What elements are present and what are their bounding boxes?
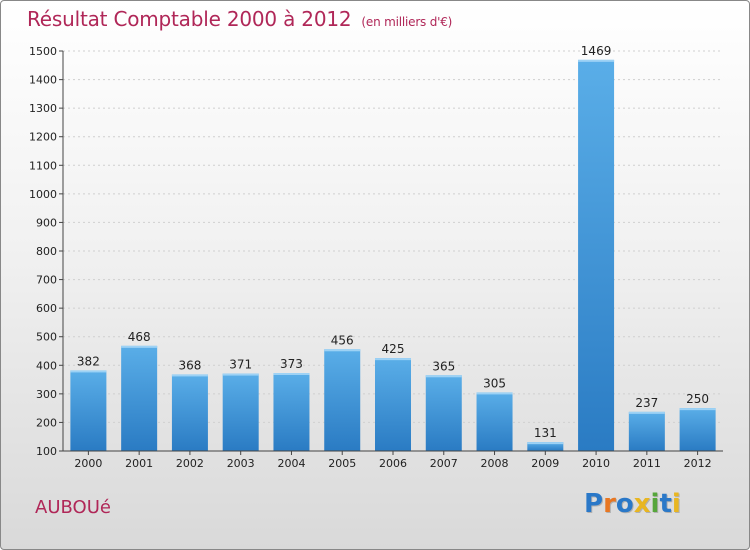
x-tick-label: 2000 (74, 457, 102, 470)
data-label: 371 (229, 358, 252, 372)
bar (70, 370, 107, 451)
data-label: 365 (432, 359, 455, 373)
y-tick-label: 1100 (29, 159, 57, 172)
bar (628, 411, 665, 451)
chart-title-text: Résultat Comptable 2000 à 2012 (27, 7, 352, 31)
data-label: 131 (534, 426, 557, 440)
x-axis: 2000 2001 2002 2003 2004 2005 2006 2007 2008 2009… (63, 450, 723, 470)
bar (324, 349, 361, 451)
bar (425, 375, 462, 451)
bar (171, 374, 208, 451)
x-tick-label: 2004 (277, 457, 305, 470)
logo-letter: P (584, 489, 604, 519)
y-tick-label: 200 (36, 416, 57, 429)
bar-top-highlight (273, 373, 310, 375)
y-tick-label: 300 (36, 388, 57, 401)
bar-top-highlight (70, 370, 107, 373)
x-tick-label: 2001 (125, 457, 153, 470)
chart-title: Résultat Comptable 2000 à 2012 (en millie… (27, 7, 452, 31)
data-label: 456 (331, 333, 354, 347)
y-tick-label: 900 (36, 216, 57, 229)
place-name: AUBOUé (35, 497, 111, 518)
bar (476, 392, 513, 451)
y-tick-label: 800 (36, 245, 57, 258)
bar-top-highlight (324, 349, 361, 352)
x-tick-label: 2002 (176, 457, 204, 470)
data-label: 468 (128, 330, 151, 344)
x-tick-label: 2006 (379, 457, 407, 470)
data-label: 368 (178, 358, 201, 372)
bar-top-highlight (476, 392, 513, 395)
logo-letter: o (615, 489, 634, 519)
bar-top-highlight (425, 375, 462, 378)
bar-top-highlight (679, 408, 716, 411)
bar-top-highlight (375, 358, 411, 361)
bar (679, 408, 716, 451)
data-label: 425 (382, 342, 405, 356)
y-tick-label: 400 (36, 359, 57, 372)
data-label: 237 (635, 396, 658, 410)
y-tick-label: 500 (36, 331, 57, 344)
bar-top-highlight (578, 59, 615, 62)
logo-letter: x (633, 489, 651, 519)
bar (578, 59, 615, 451)
x-tick-label: 2009 (531, 457, 559, 470)
x-tick-label: 2008 (481, 457, 509, 470)
bar-top-highlight (527, 442, 564, 445)
bar-top-highlight (171, 374, 208, 377)
x-tick-label: 2007 (430, 457, 458, 470)
bar-top-highlight (628, 411, 665, 414)
data-label: 305 (483, 376, 506, 390)
logo-letter: i (671, 489, 681, 519)
y-tick-label: 100 (36, 445, 57, 458)
bar (527, 442, 564, 451)
x-tick-label: 2011 (633, 457, 661, 470)
logo-letter: i (650, 489, 660, 519)
logo-letter: r (603, 489, 616, 519)
bar-top-highlight (121, 345, 158, 348)
x-tick-label: 2012 (684, 457, 712, 470)
x-tick-label: 2005 (328, 457, 356, 470)
y-tick-label: 600 (36, 302, 57, 315)
data-label: 373 (280, 357, 303, 371)
bar (273, 373, 310, 451)
x-tick-label: 2010 (582, 457, 610, 470)
y-tick-label: 1000 (29, 188, 57, 201)
logo-letter: t (659, 489, 672, 519)
bars: 382 468 368 371 373 456 425 365 305 131 1469 237 250 (70, 44, 716, 451)
y-tick-label: 1500 (29, 45, 57, 58)
y-tick-label: 1400 (29, 74, 57, 87)
y-tick-label: 1200 (29, 131, 57, 144)
x-tick-label: 2003 (227, 457, 255, 470)
bar (121, 345, 158, 451)
data-label: 250 (686, 392, 709, 406)
chart-subtitle: (en milliers d'€) (361, 15, 453, 29)
data-label: 1469 (581, 44, 612, 58)
bar (375, 358, 411, 451)
data-label: 382 (77, 354, 100, 368)
y-axis: 100 200 300 400 500 600 700 800 900 1000 1100 1200 1… (29, 45, 64, 458)
bar (222, 373, 259, 451)
y-tick-label: 1300 (29, 102, 57, 115)
proxiti-logo: Proxiti (584, 489, 681, 519)
y-tick-label: 700 (36, 274, 57, 287)
bar-top-highlight (222, 373, 259, 376)
